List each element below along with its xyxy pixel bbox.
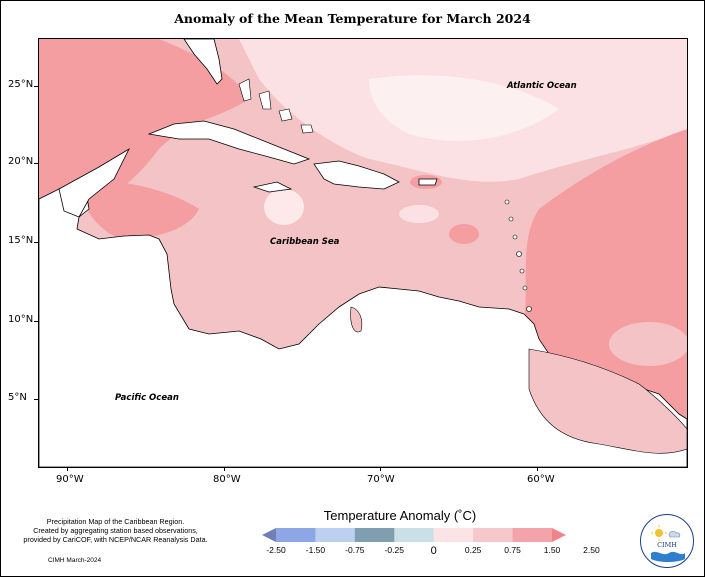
map-title: Anomaly of the Mean Temperature for Marc… <box>174 11 531 26</box>
legend-swatch-7 <box>512 528 553 542</box>
anomaly-lightest-patch <box>369 75 559 141</box>
lat-tick-10: 10°N <box>8 314 34 325</box>
anomaly-cooler-patch-east <box>609 322 687 366</box>
land-yucatan <box>58 147 130 218</box>
legend-label-4: 0 <box>430 545 437 557</box>
cimh-logo-graphic <box>651 525 685 562</box>
lat-tickmark-25 <box>34 86 38 87</box>
legend-label-2: -0.75 <box>345 545 365 555</box>
label-atlantic-ocean: Atlantic Ocean <box>507 81 577 91</box>
legend-swatch-6 <box>473 528 514 542</box>
lon-tickmark-80 <box>224 467 225 471</box>
logo-text: CIMH <box>657 541 677 549</box>
legend-swatch-4 <box>394 528 435 542</box>
anomaly-pale-spot-b <box>399 205 439 223</box>
anomaly-gulf-warm <box>39 39 249 209</box>
lat-tickmark-10 <box>34 321 38 322</box>
lon-tick-90: 90°W <box>56 474 84 485</box>
cimh-logo: CIMH <box>640 514 694 568</box>
lon-tick-60: 60°W <box>527 474 555 485</box>
land-puerto-rico <box>418 178 438 186</box>
lat-tickmark-5 <box>34 399 38 400</box>
label-caribbean-sea: Caribbean Sea <box>270 237 340 247</box>
lon-tick-80: 80°W <box>213 474 241 485</box>
lon-tickmark-70 <box>380 467 381 471</box>
lat-tick-20: 20°N <box>8 156 34 167</box>
lon-tick-70: 70°W <box>367 474 395 485</box>
land-guianas-anomaly <box>528 348 687 454</box>
lat-tick-25: 25°N <box>8 79 34 90</box>
legend-label-3: -0.25 <box>384 545 404 555</box>
legend-label-1: -1.50 <box>305 545 326 555</box>
footnote-line-1: Precipitation Map of the Caribbean Regio… <box>46 517 185 526</box>
land-jamaica <box>252 181 293 193</box>
footnote: Precipitation Map of the Caribbean Regio… <box>8 517 223 544</box>
land-cuba <box>147 120 311 165</box>
footnote-line-2: Created by aggregating station based obs… <box>33 526 198 535</box>
land-florida <box>183 39 223 85</box>
cloud-icon <box>668 530 681 538</box>
land-lesser-antilles <box>504 199 532 312</box>
lat-tick-15: 15°N <box>8 235 34 246</box>
legend-title: Temperature Anomaly (˚C) <box>323 508 477 523</box>
legend-label-5: 0.25 <box>464 545 482 555</box>
legend-swatch-3 <box>354 528 395 542</box>
sun-icon <box>655 529 663 537</box>
footnote-line-3: provided by CariCOF, with NCEP/NCAR Rean… <box>23 535 208 544</box>
legend-swatch-5 <box>433 528 474 542</box>
anomaly-western-caribbean-warm <box>79 179 199 239</box>
anomaly-pale-patch-north <box>279 39 339 63</box>
legend-label-0: -2.50 <box>266 545 286 555</box>
land-hispaniola <box>313 160 400 190</box>
label-pacific-ocean: Pacific Ocean <box>115 393 179 403</box>
anomaly-map <box>39 39 687 467</box>
anomaly-patch-b <box>449 224 479 244</box>
anomaly-pale-spot-jamaica <box>264 189 304 225</box>
lon-tickmark-90 <box>67 467 68 471</box>
land-bahamas <box>238 78 314 134</box>
footnote-credit: CIMH March-2024 <box>48 557 102 564</box>
map-panel <box>38 38 688 468</box>
legend-label-7: 1.50 <box>543 545 561 555</box>
legend-colorbar <box>262 528 566 542</box>
lake-maracaibo <box>350 306 363 333</box>
legend-label-8: 2.50 <box>583 545 600 555</box>
legend-swatch-8 <box>552 528 566 542</box>
legend-swatches <box>262 528 566 542</box>
lon-tickmark-60 <box>537 467 538 471</box>
lat-tickmark-15 <box>34 242 38 243</box>
legend-swatch-2 <box>315 528 356 542</box>
lat-tick-5: 5°N <box>8 392 27 403</box>
lat-tickmark-20 <box>34 163 38 164</box>
legend-label-6: 0.75 <box>504 545 521 555</box>
legend-swatch-1 <box>276 528 316 542</box>
sun-rays-icon <box>651 525 667 541</box>
legend-swatch-0 <box>262 528 276 542</box>
wave-icon <box>651 551 685 562</box>
